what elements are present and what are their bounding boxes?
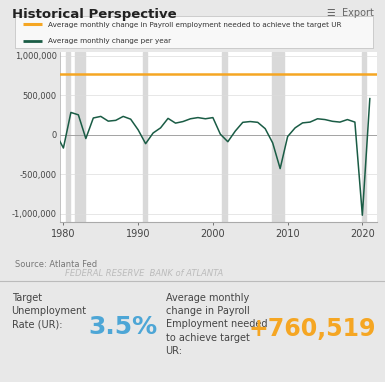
- Text: Average monthly change per year: Average monthly change per year: [48, 39, 171, 44]
- Bar: [222, 52, 227, 222]
- Text: +760,519: +760,519: [248, 317, 376, 342]
- Bar: [272, 52, 284, 222]
- Text: FEDERAL RESERVE  BANK of ATLANTA: FEDERAL RESERVE BANK of ATLANTA: [65, 269, 224, 278]
- Text: 3.5%: 3.5%: [89, 315, 158, 339]
- Text: Historical Perspective: Historical Perspective: [12, 8, 176, 21]
- Text: Target
Unemployment
Rate (UR):: Target Unemployment Rate (UR):: [12, 293, 87, 329]
- Bar: [142, 52, 147, 222]
- Text: Average monthly
change in Payroll
Employment needed
to achieve target
UR:: Average monthly change in Payroll Employ…: [166, 293, 267, 356]
- Bar: [362, 52, 366, 222]
- Text: Average monthly change in Payroll employment needed to achieve the target UR: Average monthly change in Payroll employ…: [48, 22, 341, 28]
- Text: Source: Atlanta Fed: Source: Atlanta Fed: [15, 260, 97, 269]
- Bar: [75, 52, 85, 222]
- Text: ☰  Export: ☰ Export: [326, 8, 373, 18]
- Bar: [66, 52, 70, 222]
